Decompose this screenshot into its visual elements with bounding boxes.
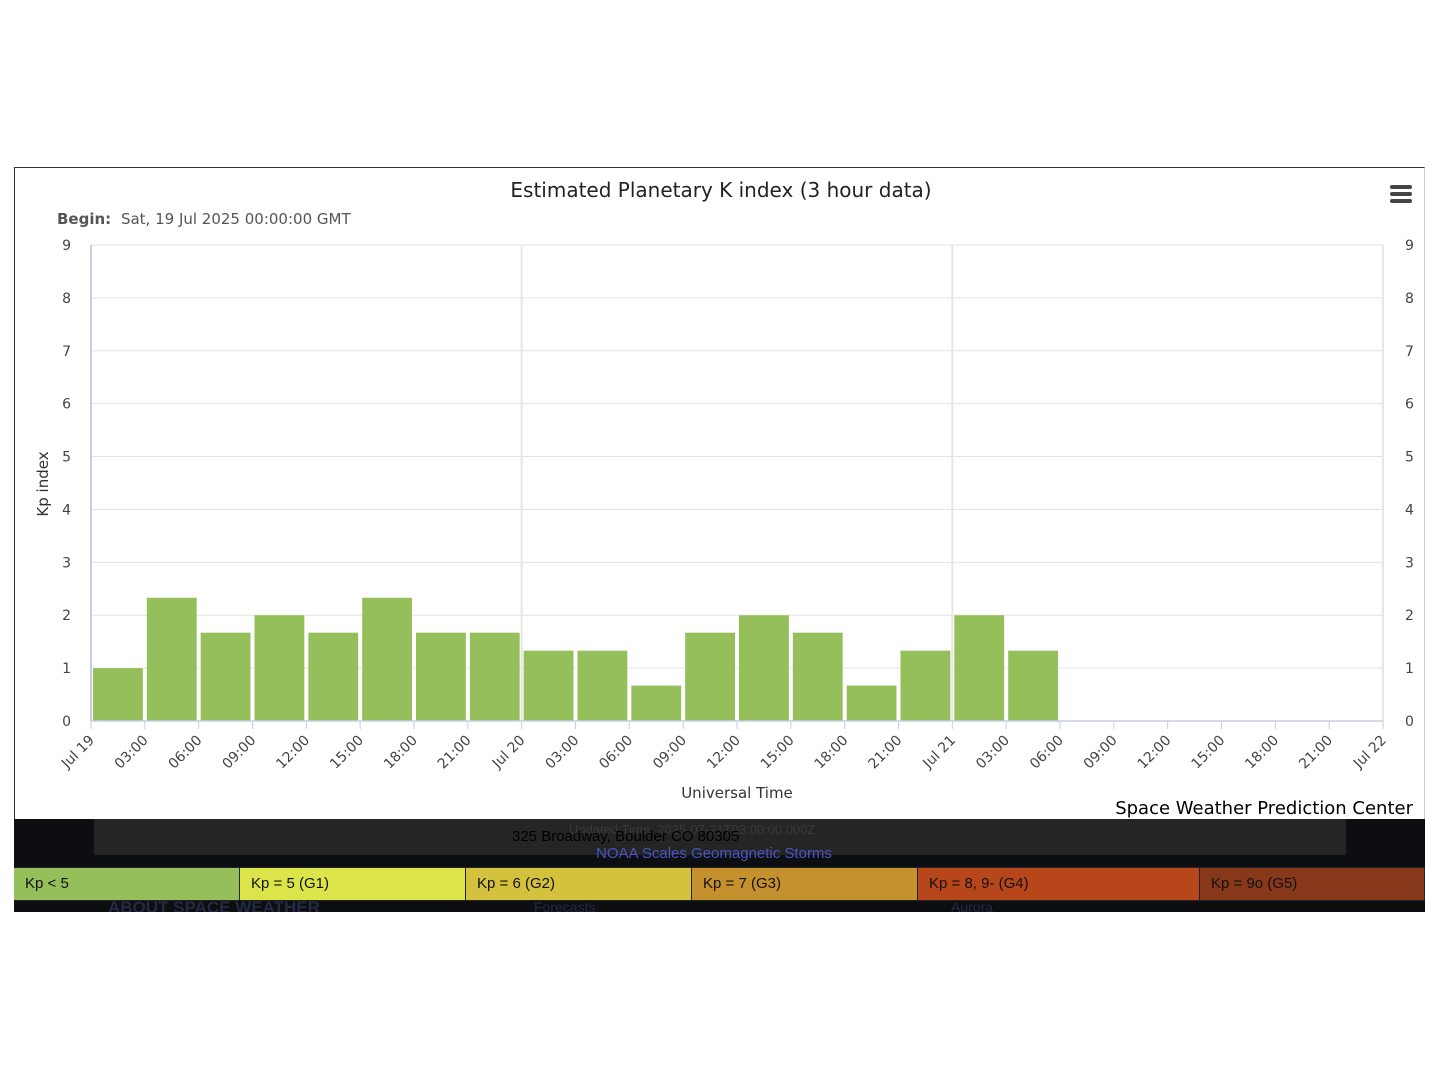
x-tick-label: 15:00 xyxy=(327,733,367,773)
kp-bar xyxy=(416,632,466,721)
kp-bar xyxy=(200,632,251,721)
kp-bar xyxy=(93,668,143,721)
kp-bar xyxy=(900,650,951,721)
legend-kp-8-g4: Kp = 8, 9- (G4) xyxy=(918,867,1200,901)
y-tick-label-left: 1 xyxy=(62,661,71,677)
subtitle-value: Sat, 19 Jul 2025 00:00:00 GMT xyxy=(121,210,351,228)
x-tick-label: 03:00 xyxy=(973,733,1013,773)
kp-bar xyxy=(631,685,682,721)
x-tick-label: 18:00 xyxy=(1242,733,1282,773)
y-tick-label-left: 7 xyxy=(62,344,71,360)
x-tick-label: 03:00 xyxy=(542,733,582,773)
kp-bar xyxy=(577,650,628,721)
y-tick-label-left: 5 xyxy=(62,450,71,466)
y-tick-label-right: 8 xyxy=(1405,291,1414,307)
x-tick-label: 21:00 xyxy=(1296,733,1336,773)
updated-time: Updated Time: 2025-07-21T03:00:00.000Z xyxy=(569,822,816,837)
kp-bar xyxy=(792,632,843,721)
x-tick-label: Jul 22 xyxy=(1350,733,1390,773)
y-tick-label-left: 0 xyxy=(62,714,71,730)
y-tick-label-right: 2 xyxy=(1405,608,1414,624)
y-tick-label-right: 1 xyxy=(1405,661,1414,677)
legend-kp-6-g2: Kp = 6 (G2) xyxy=(466,867,692,901)
menu-line xyxy=(1390,199,1412,203)
hamburger-menu-icon[interactable] xyxy=(1387,182,1415,208)
kp-bar xyxy=(523,650,574,721)
chart-subtitle: Begin: Sat, 19 Jul 2025 00:00:00 GMT xyxy=(57,210,351,228)
kp-bar xyxy=(846,685,897,721)
legend-kp-9-g5: Kp = 9o (G5) xyxy=(1200,867,1425,901)
y-tick-label-right: 0 xyxy=(1405,714,1414,730)
kp-bar xyxy=(739,615,789,721)
x-tick-label: 18:00 xyxy=(381,733,421,773)
footer-panel xyxy=(94,819,1346,855)
kp-bar-chart: 0 0 1 1 2 2 3 3 4 4 5 5 6 6 7 7 8 8 9 9 Jul 19 03:00 06:00 09:0… xyxy=(34,178,1414,819)
aurora-link[interactable]: Aurora xyxy=(951,899,994,912)
kp-legend-strip: Kp < 5 Kp = 5 (G1) Kp = 6 (G2) Kp = 7 (G… xyxy=(14,867,1425,901)
kp-bar xyxy=(362,597,412,721)
kp-bar xyxy=(954,615,1005,721)
footer-address: 325 Broadway, Boulder CO 80305 xyxy=(512,828,740,845)
y-tick-label-right: 5 xyxy=(1405,450,1414,466)
x-tick-label: 12:00 xyxy=(1135,733,1175,773)
y-tick-label-left: 6 xyxy=(62,397,71,413)
y-tick-label-left: 8 xyxy=(62,291,71,307)
chart-credit: Space Weather Prediction Center xyxy=(1115,798,1413,819)
x-tick-label: 09:00 xyxy=(219,733,259,773)
kp-bar xyxy=(1008,650,1058,721)
about-space-weather-heading: ABOUT SPACE WEATHER xyxy=(108,898,320,912)
y-tick-label-right: 3 xyxy=(1405,555,1414,571)
y-tick-label-left: 2 xyxy=(62,608,71,624)
noaa-scales-link[interactable]: NOAA Scales Geomagnetic Storms xyxy=(596,845,832,862)
y-axis-label: Kp index xyxy=(34,451,52,516)
x-tick-label: 06:00 xyxy=(166,733,206,773)
x-tick-label: 15:00 xyxy=(1188,733,1228,773)
subtitle-label: Begin: xyxy=(57,210,111,228)
x-axis-label: Universal Time xyxy=(681,784,793,802)
kp-bar xyxy=(146,597,197,721)
y-tick-label-right: 4 xyxy=(1405,502,1414,518)
x-tick-label: 06:00 xyxy=(1027,733,1067,773)
x-tick-label: 18:00 xyxy=(812,733,852,773)
legend-kp-lt-5: Kp < 5 xyxy=(14,867,240,901)
kp-bar xyxy=(254,615,305,721)
chart-title: Estimated Planetary K index (3 hour data… xyxy=(510,178,931,202)
forecasts-link[interactable]: Forecasts xyxy=(534,899,596,912)
y-tick-label-right: 6 xyxy=(1405,397,1414,413)
x-tick-label: 12:00 xyxy=(273,733,313,773)
x-tick-label: 03:00 xyxy=(112,733,152,773)
x-tick-label: 21:00 xyxy=(865,733,905,773)
x-tick-label: Jul 20 xyxy=(489,733,529,773)
y-tick-label-left: 3 xyxy=(62,555,71,571)
x-tick-label: 09:00 xyxy=(650,733,690,773)
kp-bar xyxy=(308,632,359,721)
x-tick-label: Jul 19 xyxy=(58,733,98,773)
x-tick-label: 09:00 xyxy=(1081,733,1121,773)
x-tick-label: 15:00 xyxy=(758,733,798,773)
menu-line xyxy=(1390,192,1412,196)
y-tick-label-right: 7 xyxy=(1405,344,1414,360)
chart-container: 0 0 1 1 2 2 3 3 4 4 5 5 6 6 7 7 8 8 9 9 Jul 19 03:00 06:00 09:0… xyxy=(14,167,1425,819)
kp-bar xyxy=(469,632,520,721)
y-tick-label-left: 4 xyxy=(62,502,71,518)
legend-kp-7-g3: Kp = 7 (G3) xyxy=(692,867,918,901)
x-tick-label: 06:00 xyxy=(596,733,636,773)
x-tick-label: 21:00 xyxy=(435,733,475,773)
x-tick-label: 12:00 xyxy=(704,733,744,773)
y-tick-label-left: 9 xyxy=(62,238,71,254)
kp-bar xyxy=(685,632,735,721)
x-tick-label: Jul 21 xyxy=(919,733,959,773)
page-footer: Updated Time: 2025-07-21T03:00:00.000Z 3… xyxy=(14,819,1425,912)
legend-kp-5-g1: Kp = 5 (G1) xyxy=(240,867,466,901)
menu-line xyxy=(1390,185,1412,189)
y-tick-label-right: 9 xyxy=(1405,238,1414,254)
